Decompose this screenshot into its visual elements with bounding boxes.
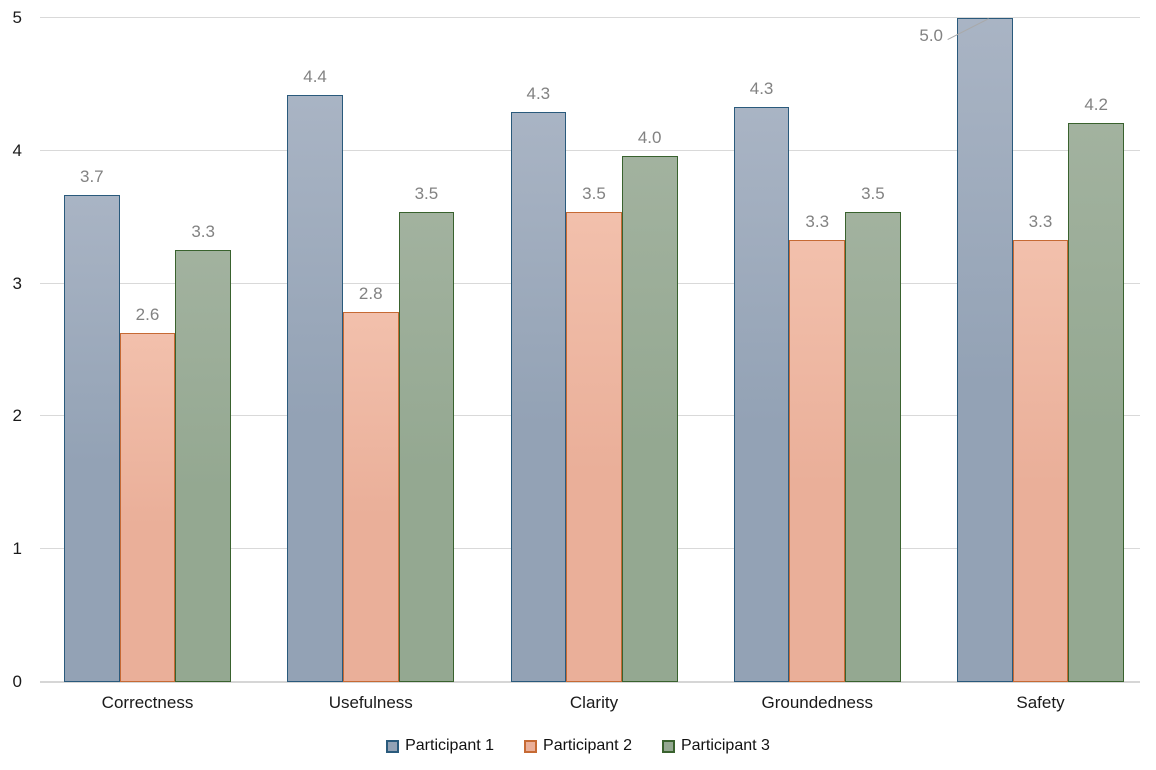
legend-swatch-icon (386, 739, 400, 753)
bar[interactable] (566, 211, 622, 682)
gridline (40, 17, 1140, 18)
bar-cell: 4.3 (733, 18, 790, 682)
value-label: 2.6 (135, 304, 160, 324)
legend-label: Participant 3 (680, 737, 770, 754)
bar-group-correctness: 3.7 2.6 3.3 (64, 18, 232, 682)
y-tick-label: 4 (12, 140, 22, 160)
value-label: 3.5 (861, 183, 885, 203)
x-axis-label-groundedness: Groundedness (761, 693, 874, 712)
value-label: 4.0 (637, 128, 662, 148)
bar[interactable] (398, 211, 455, 682)
legend: Participant 1 Participant 2 Participant 3 (0, 733, 1156, 759)
legend-label: Participant 1 (405, 737, 495, 754)
y-tick-label: 5 (12, 8, 22, 27)
legend-item[interactable]: Participant 1 (386, 736, 494, 756)
y-tick-label: 1 (12, 539, 22, 559)
bar-cell: 3.3 (789, 18, 846, 682)
value-label: 5.0 (919, 26, 943, 45)
bar[interactable] (64, 194, 120, 682)
bar-cell: 3.5 (398, 18, 455, 682)
y-tick-label: 0 (12, 672, 22, 691)
bar[interactable] (789, 239, 846, 682)
bar[interactable] (957, 18, 1013, 682)
bar[interactable] (1012, 239, 1069, 682)
value-label: 4.3 (749, 78, 774, 98)
x-axis-label-usefulness: Usefulness (328, 693, 413, 712)
bar-cell: 3.5 (845, 18, 901, 682)
bar-cell: 2.8 (342, 18, 399, 682)
bars-row: 3.7 2.6 3.3 4.4 2.8 3.5 4.3 3.5 4.0 4.3 3.3 3.5 5.0 3… (40, 17, 1140, 682)
bar-cell: 2.6 (119, 18, 176, 682)
bar[interactable] (845, 211, 901, 682)
value-label: 3.5 (414, 183, 439, 203)
bar-cell: 4.3 (510, 18, 567, 682)
value-label: 3.3 (191, 222, 215, 242)
y-tick-label: 2 (12, 406, 22, 426)
y-axis: 0 1 2 3 4 5 (0, 8, 28, 691)
bar-cell: 3.3 (1012, 18, 1069, 682)
bar-cell: 5.0 (919, 17, 1013, 682)
legend-swatch-icon (524, 739, 538, 753)
bar-cell: 4.4 (287, 18, 343, 682)
value-label: 3.3 (1028, 211, 1053, 231)
bar[interactable] (175, 250, 232, 682)
bar-cell: 3.5 (566, 18, 622, 682)
x-axis: Correctness Usefulness Clarity Groundedness… (40, 691, 1140, 715)
plot-area: 3.7 2.6 3.3 4.4 2.8 3.5 4.3 3.5 4.0 4.3 3.3 3.5 5.0 3… (40, 17, 1140, 683)
x-axis-line (40, 681, 1140, 683)
bar[interactable] (287, 95, 343, 682)
bar-group-groundedness: 4.3 3.3 3.5 (733, 18, 901, 682)
legend-item[interactable]: Participant 3 (661, 736, 770, 756)
x-axis-label-correctness: Correctness (101, 693, 194, 712)
value-label: 4.2 (1084, 94, 1108, 114)
bar[interactable] (1068, 122, 1125, 682)
bar-group-clarity: 4.3 3.5 4.0 (510, 18, 678, 682)
bar-cell: 4.2 (1068, 18, 1125, 682)
bar[interactable] (510, 112, 567, 682)
value-label: 3.5 (582, 183, 606, 203)
value-label: 4.4 (303, 67, 327, 87)
legend-item[interactable]: Participant 2 (524, 736, 632, 756)
bar[interactable] (342, 311, 399, 682)
x-axis-label-safety: Safety (1016, 693, 1065, 712)
bar[interactable] (621, 156, 678, 682)
value-label: 2.8 (358, 283, 383, 303)
bar-cell: 3.3 (175, 18, 232, 682)
value-label: 3.3 (805, 211, 830, 231)
legend-swatch-icon (661, 739, 675, 753)
legend-label: Participant 2 (543, 737, 632, 754)
bar-cell: 4.0 (621, 18, 678, 682)
value-label: 3.7 (80, 166, 104, 186)
x-axis-label-clarity: Clarity (569, 693, 619, 712)
bar[interactable] (119, 332, 176, 682)
y-tick-label: 3 (12, 273, 22, 293)
bar-cell: 3.7 (64, 18, 120, 682)
bar-group-safety: 5.0 3.3 4.2 (919, 17, 1125, 682)
bar[interactable] (733, 106, 790, 682)
value-label: 4.3 (526, 84, 551, 104)
gridline (40, 149, 1140, 151)
bar-group-usefulness: 4.4 2.8 3.5 (287, 18, 455, 682)
